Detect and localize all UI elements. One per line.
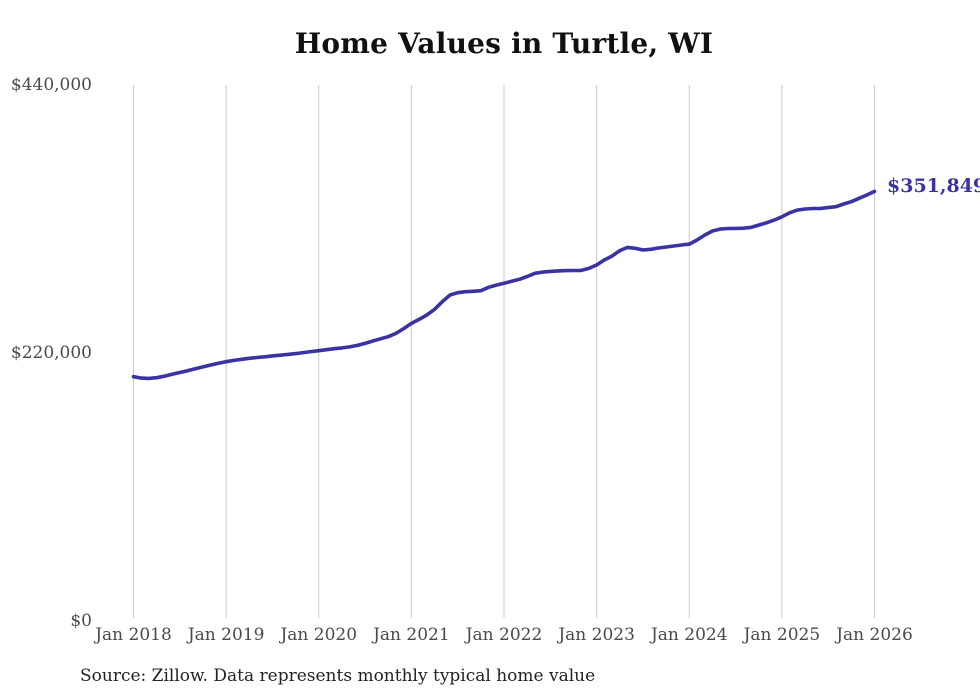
- y-axis-tick-label: $440,000: [10, 75, 92, 95]
- x-axis-tick-label: Jan 2021: [373, 625, 450, 645]
- source-note: Source: Zillow. Data represents monthly …: [80, 666, 596, 686]
- x-axis-tick-label: Jan 2022: [465, 625, 543, 645]
- x-axis-tick-label: Jan 2024: [650, 625, 728, 645]
- y-axis-tick-label: $220,000: [10, 343, 92, 363]
- home-value-line: [131, 189, 877, 381]
- x-axis-tick-label: Jan 2018: [95, 625, 172, 645]
- gridlines: [133, 85, 875, 618]
- x-axis-tick-label: Jan 2020: [280, 625, 358, 645]
- chart-title: Home Values in Turtle, WI: [294, 27, 714, 60]
- x-axis-tick-label: Jan 2026: [836, 625, 913, 645]
- x-axis-tick-label: Jan 2025: [743, 625, 821, 645]
- end-value-label: $351,849: [887, 175, 980, 197]
- y-axis-tick-label: $0: [70, 611, 92, 631]
- x-axis-tick-label: Jan 2023: [558, 625, 635, 645]
- x-axis-tick-label: Jan 2019: [187, 625, 265, 645]
